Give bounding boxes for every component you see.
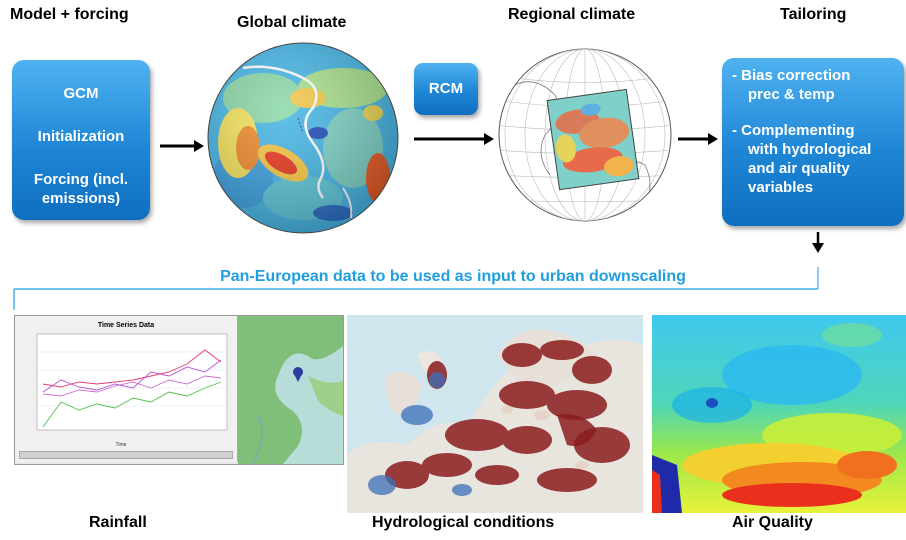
- gcm-title: GCM: [63, 85, 99, 102]
- pan-european-text: Pan-European data to be used as input to…: [220, 268, 686, 285]
- rainfall-chart-plot: Time: [36, 333, 228, 448]
- rainfall-panel: Time Series Data Time: [14, 315, 344, 465]
- rainfall-map: [238, 316, 343, 464]
- arrow-tailoring-down: [812, 232, 824, 253]
- header-tailoring: Tailoring: [780, 6, 847, 23]
- regional-climate-globe: [498, 48, 672, 222]
- caption-hydrological: Hydrological conditions: [372, 514, 555, 531]
- rainfall-chart-xlabel: Time: [116, 442, 127, 448]
- rainfall-chart-scrollbar[interactable]: [19, 451, 233, 459]
- header-global-climate: Global climate: [237, 14, 347, 31]
- air-quality-map: [652, 315, 906, 513]
- gcm-emissions: emissions): [41, 190, 121, 207]
- global-climate-globe: [207, 42, 399, 234]
- tailoring-air-quality: and air quality: [748, 160, 850, 177]
- gcm-box: GCM Initialization Forcing (incl. emissi…: [12, 60, 150, 220]
- tailoring-bias-correction: - Bias correction: [732, 67, 851, 84]
- tailoring-prec-temp: prec & temp: [748, 86, 835, 103]
- header-model-forcing: Model + forcing: [10, 6, 129, 23]
- tailoring-variables: variables: [748, 179, 814, 196]
- arrow-gcm-to-global: [160, 140, 204, 152]
- header-regional-climate: Regional climate: [508, 6, 636, 23]
- tailoring-hydrological: with hydrological: [748, 141, 872, 158]
- rainfall-chart-window: Time Series Data Time: [15, 316, 238, 462]
- pan-european-bracket: [13, 267, 819, 310]
- tailoring-complementing: - Complementing: [732, 122, 855, 139]
- gcm-forcing: Forcing (incl.: [33, 171, 129, 188]
- tailoring-box: - Bias correction prec & temp - Compleme…: [722, 58, 904, 226]
- caption-rainfall: Rainfall: [89, 514, 147, 531]
- hydrological-map: [347, 315, 643, 513]
- map-pin-icon[interactable]: [293, 367, 303, 382]
- arrow-regional-to-tailoring: [678, 133, 718, 145]
- caption-air-quality: Air Quality: [732, 514, 813, 531]
- rainfall-chart-title: Time Series Data: [97, 322, 155, 329]
- arrow-global-to-regional: [414, 133, 494, 145]
- rcm-box: RCM: [414, 63, 478, 115]
- rcm-label: RCM: [428, 80, 464, 97]
- gcm-initialization: Initialization: [37, 128, 125, 145]
